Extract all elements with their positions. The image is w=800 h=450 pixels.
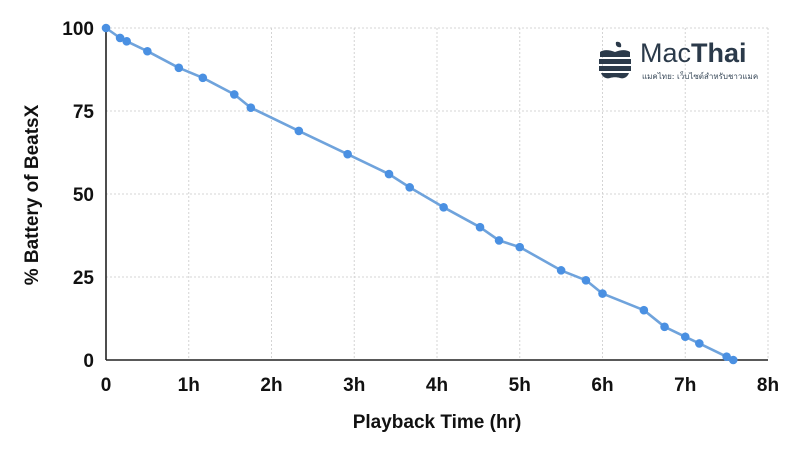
apple-logo-icon	[599, 41, 631, 79]
logo-tagline: แมคไทย: เว็บไซต์สำหรับชาวแมค	[642, 72, 759, 81]
data-point	[343, 149, 352, 159]
data-point	[475, 222, 485, 232]
axes	[105, 28, 768, 361]
x-tick-label: 2h	[260, 375, 282, 396]
data-point	[143, 46, 152, 56]
data-point	[229, 90, 239, 99]
x-tick-label: 8h	[757, 375, 779, 396]
data-point	[101, 23, 111, 33]
y-tick-label: 100	[62, 19, 94, 40]
y-axis-label: % Battery of BeatsX	[22, 104, 43, 285]
data-point	[122, 36, 131, 46]
logo-wordmark-bold: Thai	[691, 38, 747, 68]
data-point	[680, 332, 690, 342]
series-points	[101, 23, 738, 365]
y-tick-label: 25	[73, 268, 95, 289]
data-point	[581, 276, 591, 285]
data-point	[384, 169, 394, 179]
data-point	[728, 355, 738, 365]
data-point	[405, 183, 414, 192]
grid	[106, 27, 769, 360]
data-point	[246, 103, 256, 112]
x-tick-label: 6h	[591, 375, 613, 396]
y-tick-label: 0	[83, 351, 94, 372]
tick-labels: 0 1h 2h 3h 4h 5h 6h 7h 8h 0 25 50 75 100	[62, 19, 779, 396]
macthai-logo: MacThai แมคไทย: เว็บไซต์สำหรับชาวแมค	[596, 38, 766, 88]
data-point	[695, 339, 704, 348]
logo-wordmark-light: Mac	[640, 38, 692, 68]
data-point	[556, 266, 566, 275]
data-point	[722, 352, 731, 361]
data-point	[639, 305, 649, 315]
x-tick-label: 7h	[674, 375, 696, 396]
data-point	[439, 202, 448, 212]
data-point	[294, 126, 304, 136]
x-tick-label: 1h	[178, 375, 200, 396]
data-point	[598, 289, 607, 298]
logo-wordmark: MacThai	[640, 38, 747, 68]
x-axis-label: Playback Time (hr)	[353, 412, 522, 433]
x-tick-label: 5h	[509, 375, 531, 396]
x-tick-label: 4h	[426, 375, 448, 396]
x-tick-label: 3h	[343, 375, 365, 396]
data-point	[115, 33, 125, 43]
y-tick-label: 75	[73, 102, 95, 123]
data-point	[174, 63, 184, 73]
data-point	[515, 242, 525, 252]
data-point	[198, 73, 208, 83]
data-point	[494, 236, 504, 245]
data-point	[660, 322, 669, 332]
x-tick-label: 0	[101, 375, 112, 396]
y-tick-label: 50	[73, 185, 94, 206]
